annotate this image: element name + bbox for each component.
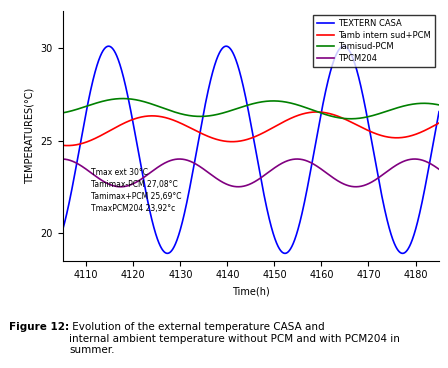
Tamb intern sud+PCM (426, 127, 431, 131)
Text: Evolution of the external temperature CASA and
internal ambient temperature with: Evolution of the external temperature CA… (69, 322, 401, 355)
X-axis label: Time(h): Time(h) (232, 286, 270, 296)
TEXTERN CASA (436, 109, 442, 114)
TEXTERN CASA (426, 167, 431, 171)
Tamb intern sud+PCM (436, 121, 442, 125)
Tamb intern sud+PCM (314, 110, 319, 114)
TPCM204 (436, 167, 442, 171)
Tamb intern sud+PCM (357, 124, 362, 128)
Tamisud-PCM (436, 103, 442, 107)
TPCM204 (243, 183, 249, 188)
TEXTERN CASA (60, 227, 65, 232)
TEXTERN CASA (341, 44, 346, 49)
Line: Tamisud-PCM: Tamisud-PCM (63, 99, 439, 119)
Line: TEXTERN CASA: TEXTERN CASA (63, 46, 439, 253)
Y-axis label: TEMPERATURES(°C): TEMPERATURES(°C) (25, 88, 35, 184)
Tamb intern sud+PCM (79, 141, 85, 146)
Tamb intern sud+PCM (65, 144, 70, 148)
Line: Tamb intern sud+PCM: Tamb intern sud+PCM (63, 112, 439, 146)
Tamb intern sud+PCM (233, 139, 239, 144)
Tamisud-PCM (348, 117, 353, 121)
TEXTERN CASA (243, 96, 249, 101)
TEXTERN CASA (165, 251, 170, 255)
TPCM204 (79, 164, 85, 169)
Tamisud-PCM (357, 116, 362, 120)
Tamb intern sud+PCM (243, 138, 249, 142)
Tamisud-PCM (243, 103, 249, 108)
TEXTERN CASA (79, 132, 85, 137)
TPCM204 (426, 160, 431, 165)
Text: Figure 12:: Figure 12: (9, 322, 69, 332)
TPCM204 (357, 184, 362, 189)
Tamb intern sud+PCM (60, 143, 65, 148)
Line: TPCM204: TPCM204 (63, 159, 439, 187)
TPCM204 (236, 185, 241, 189)
Text: Tmax ext 30°C
Tamimax-PCM 27,08°C
Tamimax+PCM 25,69°C
TmaxPCM204 23,92°c: Tmax ext 30°C Tamimax-PCM 27,08°C Tamima… (91, 168, 181, 213)
Tamisud-PCM (426, 101, 431, 106)
Tamisud-PCM (79, 106, 85, 110)
Tamisud-PCM (120, 96, 125, 101)
TPCM204 (60, 157, 65, 161)
TPCM204 (426, 160, 431, 165)
TPCM204 (233, 184, 238, 189)
TPCM204 (412, 157, 417, 161)
Tamisud-PCM (233, 107, 239, 111)
Tamisud-PCM (60, 111, 65, 115)
Tamisud-PCM (426, 101, 431, 106)
TEXTERN CASA (426, 168, 431, 172)
Tamb intern sud+PCM (426, 127, 431, 131)
TEXTERN CASA (357, 78, 362, 82)
TEXTERN CASA (233, 58, 239, 62)
Legend: TEXTERN CASA, Tamb intern sud+PCM, Tamisud-PCM, TPCM204: TEXTERN CASA, Tamb intern sud+PCM, Tamis… (313, 15, 435, 67)
